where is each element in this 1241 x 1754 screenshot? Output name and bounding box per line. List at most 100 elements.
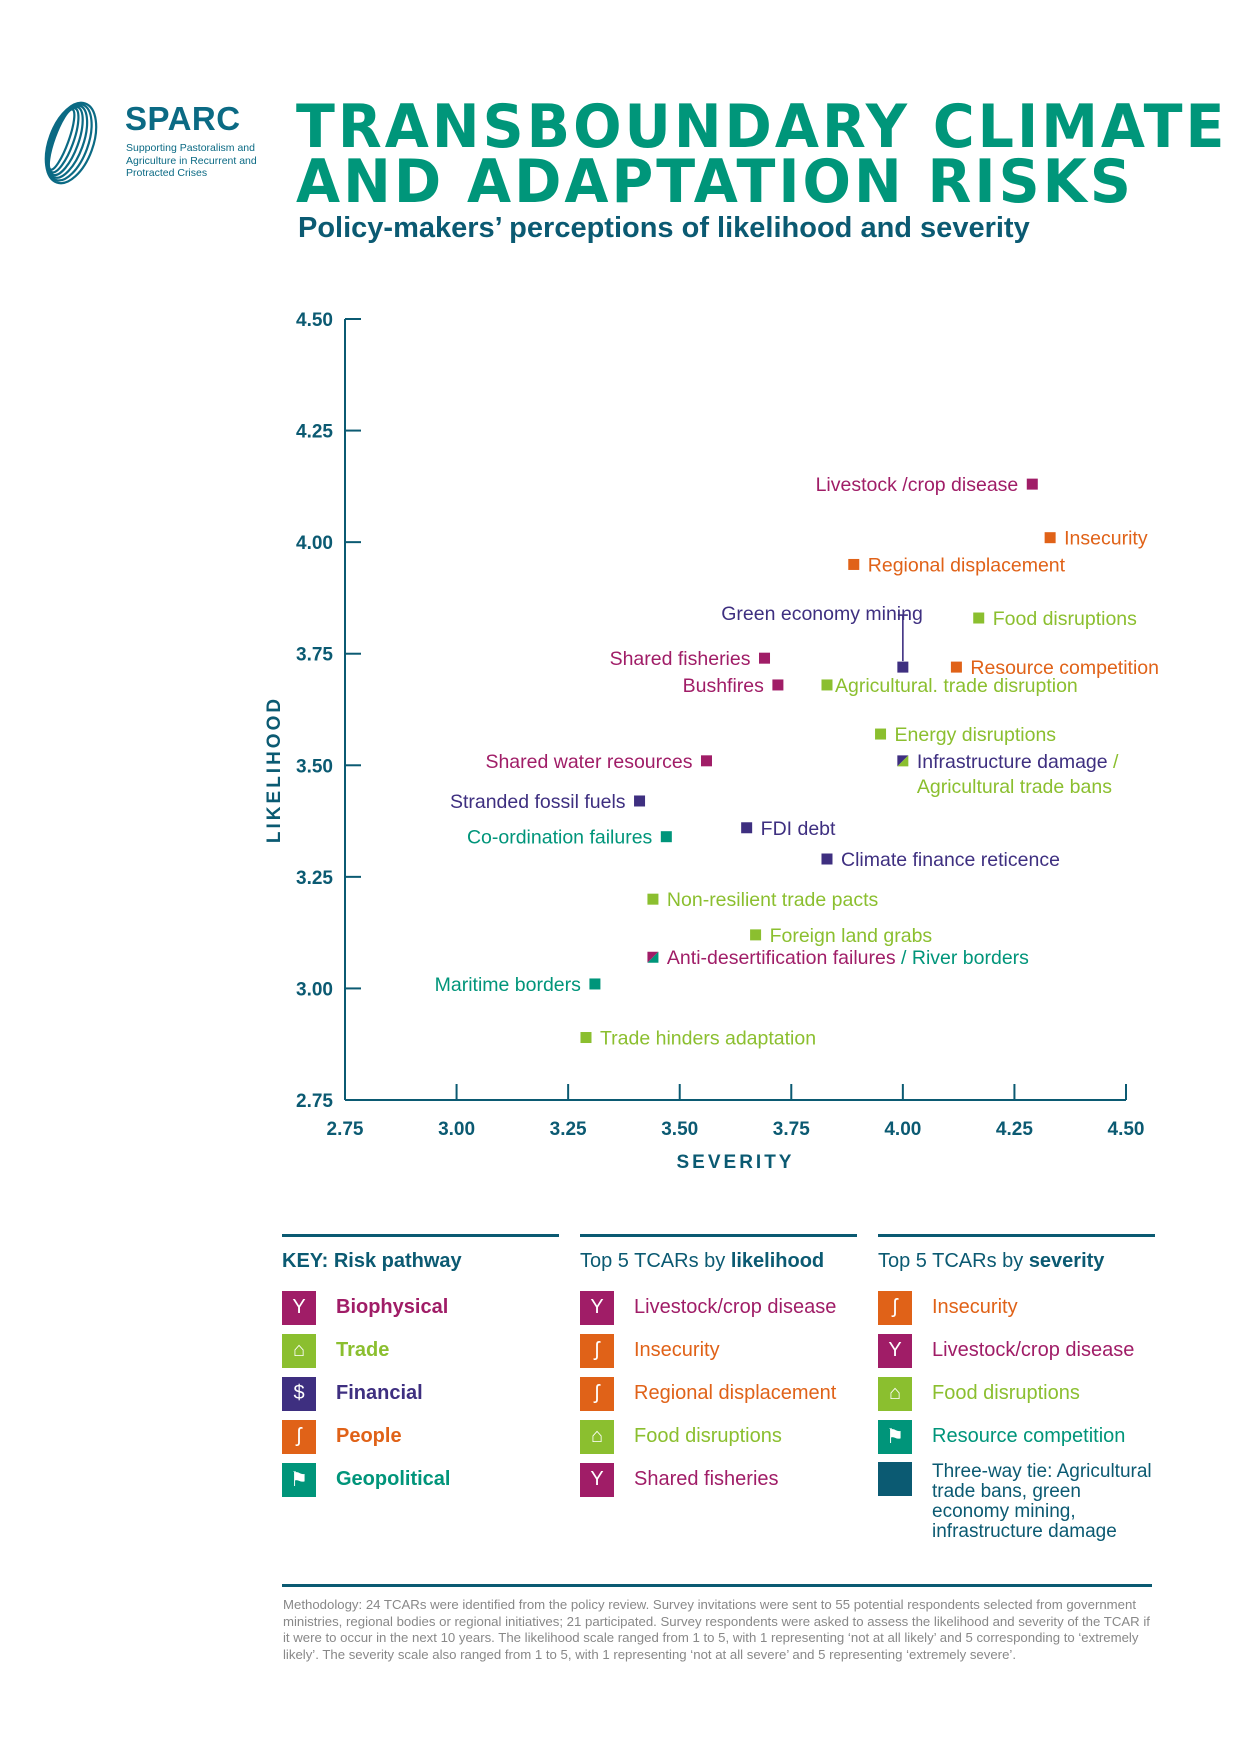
- item-label: Regional displacement: [634, 1382, 837, 1404]
- label-part: Anti-desertification failures: [667, 947, 896, 969]
- label-part: Non-resilient trade pacts: [667, 889, 879, 911]
- point-label: Non-resilient trade pacts: [667, 889, 879, 911]
- point-label: Shared fisheries: [610, 648, 751, 670]
- item-label: Resource competition: [932, 1425, 1126, 1447]
- warehouse-icon: ⌂: [282, 1333, 316, 1368]
- list-item: Y Shared fisheries: [580, 1458, 857, 1501]
- data-point: Infrastructure damage / Agricultural trad…: [897, 751, 1119, 798]
- data-point: Green economy mining: [721, 603, 923, 673]
- footprint-icon: ʃ: [282, 1419, 316, 1454]
- title-line-2: AND ADAPTATION RISKS: [296, 147, 1134, 217]
- label-part: Co-ordination failures: [467, 827, 653, 849]
- data-point: Stranded fossil fuels: [450, 791, 646, 813]
- point-label: Food disruptions: [993, 608, 1137, 630]
- data-point: Energy disruptions: [875, 724, 1056, 746]
- label-part: Infrastructure damage: [917, 751, 1108, 773]
- data-point: Food disruptions: [973, 608, 1137, 630]
- list-item: ʃ Insecurity: [580, 1329, 857, 1372]
- footprint-icon: ʃ: [878, 1290, 912, 1325]
- point-marker-half: [897, 755, 909, 767]
- point-label: Infrastructure damage / Agricultural trad…: [917, 751, 1119, 798]
- point-marker: [1026, 478, 1038, 490]
- bird-icon: Y: [282, 1290, 316, 1325]
- point-marker: [700, 755, 712, 767]
- heading-prefix: Top 5 TCARs by: [580, 1250, 731, 1272]
- list-item: ʃ Insecurity: [878, 1286, 1155, 1329]
- page-title: TRANSBOUNDARY CLIMATE AND ADAPTATION RIS…: [296, 97, 1227, 217]
- point-label: Regional displacement: [868, 554, 1066, 576]
- list-item: ⌂ Food disruptions: [580, 1415, 857, 1458]
- data-point: Co-ordination failures: [467, 827, 672, 849]
- data-point: Non-resilient trade pacts: [647, 889, 879, 911]
- point-marker: [821, 679, 833, 691]
- item-label: Livestock/crop disease: [634, 1296, 837, 1318]
- list-item: ⌂ Food disruptions: [878, 1372, 1155, 1415]
- item-label: Shared fisheries: [634, 1468, 779, 1490]
- point-marker: [772, 679, 784, 691]
- item-label: Biophysical: [336, 1296, 449, 1318]
- list-item: ⚑ Resource competition: [878, 1415, 1155, 1458]
- item-label: Insecurity: [634, 1339, 720, 1361]
- list-item: ʃ Regional displacement: [580, 1372, 857, 1415]
- flags-icon: ⚑: [282, 1462, 316, 1497]
- label-part: Climate finance reticence: [841, 849, 1060, 871]
- point-marker: [580, 1032, 592, 1044]
- item-label: People: [336, 1425, 402, 1447]
- label-part: Shared water resources: [485, 751, 692, 773]
- data-point: Shared fisheries: [610, 648, 771, 670]
- point-label: Livestock /crop disease: [816, 474, 1019, 496]
- top-likelihood-heading: Top 5 TCARs by likelihood: [580, 1250, 857, 1286]
- data-point: FDI debt: [741, 818, 836, 840]
- methodology-note: Methodology: 24 TCARs were identified fr…: [283, 1597, 1150, 1662]
- point-label: Trade hinders adaptation: [600, 1028, 816, 1050]
- heading-prefix: Top 5 TCARs by: [878, 1250, 1029, 1272]
- x-tick-label: 3.50: [661, 1119, 698, 1140]
- label-part: Insecurity: [1064, 528, 1148, 550]
- warehouse-icon: ⌂: [878, 1376, 912, 1411]
- logo-name: SPARC: [125, 100, 241, 137]
- point-marker: [897, 661, 909, 673]
- point-marker: [750, 929, 762, 941]
- item-label: Livestock/crop disease: [932, 1339, 1135, 1361]
- bird-icon: Y: [580, 1290, 614, 1325]
- y-tick-label: 3.75: [296, 645, 333, 666]
- x-tick-label: 2.75: [327, 1119, 364, 1140]
- label-part: Foreign land grabs: [770, 925, 933, 947]
- point-label: Resource competition: [970, 657, 1159, 679]
- label-part: Resource competition: [970, 657, 1159, 679]
- divider: [282, 1584, 1152, 1587]
- x-tick-label: 3.00: [438, 1119, 475, 1140]
- point-marker-half: [647, 951, 659, 963]
- point-label: Co-ordination failures: [467, 827, 653, 849]
- footprint-icon: ʃ: [580, 1333, 614, 1368]
- label-part: Shared fisheries: [610, 648, 751, 670]
- footprint-icon: ʃ: [580, 1376, 614, 1411]
- data-point: Agricultural. trade disruption: [821, 675, 1078, 697]
- label-part: Green economy mining: [721, 603, 923, 625]
- label-part: Stranded fossil fuels: [450, 791, 626, 813]
- label-part: Energy disruptions: [895, 724, 1057, 746]
- point-marker: [759, 652, 771, 664]
- data-point: Anti-desertification failures / River bo…: [647, 947, 1029, 969]
- item-label: Food disruptions: [932, 1382, 1080, 1404]
- x-tick-label: 3.25: [550, 1119, 587, 1140]
- point-label: Stranded fossil fuels: [450, 791, 626, 813]
- label-part: FDI debt: [761, 818, 836, 840]
- label-part: Bushfires: [683, 675, 765, 697]
- key-column: KEY: Risk pathway Y Biophysical ⌂ Trade $ Fin…: [282, 1234, 559, 1501]
- point-label: Bushfires: [683, 675, 765, 697]
- list-item: ʃ People: [282, 1415, 559, 1458]
- data-point: Foreign land grabs: [750, 925, 932, 947]
- point-label: FDI debt: [761, 818, 836, 840]
- label-part: Livestock /crop disease: [816, 474, 1019, 496]
- item-label: Food disruptions: [634, 1425, 782, 1447]
- point-label: Maritime borders: [435, 974, 582, 996]
- flags-icon: ⚑: [878, 1419, 912, 1454]
- list-item: Y Livestock/crop disease: [878, 1329, 1155, 1372]
- point-label: Green economy mining: [721, 603, 923, 625]
- y-axis-title: LIKELIHOOD: [264, 696, 285, 843]
- data-point: Insecurity: [1044, 528, 1148, 550]
- point-marker: [589, 978, 601, 990]
- y-tick-label: 4.25: [296, 422, 333, 443]
- list-item: Y Biophysical: [282, 1286, 559, 1329]
